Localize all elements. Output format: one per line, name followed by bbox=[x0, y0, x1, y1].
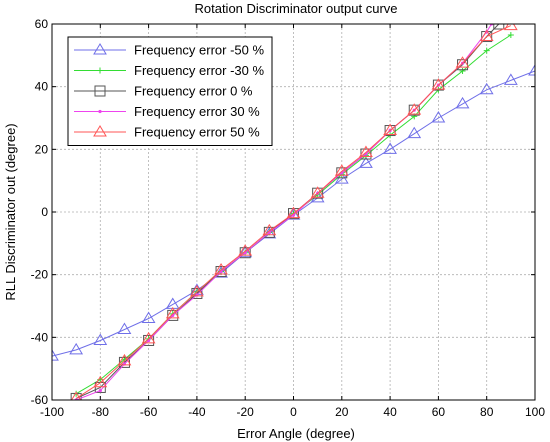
data-point bbox=[286, 208, 301, 220]
axes: -100 -80 -60 -40 -20 0 20 40 60 80 100 -60 -40 -20 0 20… bbox=[31, 17, 546, 419]
data-point bbox=[334, 164, 349, 176]
data-point bbox=[503, 73, 518, 85]
data-point bbox=[432, 79, 444, 91]
data-point bbox=[238, 245, 253, 258]
x-tick-label: 80 bbox=[480, 405, 494, 419]
series-4 bbox=[71, 24, 518, 400]
y-tick-label: 60 bbox=[35, 17, 49, 31]
data-point bbox=[359, 156, 373, 168]
data-point bbox=[407, 103, 422, 115]
series-line bbox=[75, 25, 512, 399]
data-point bbox=[431, 78, 446, 90]
legend: Frequency error -50 % Frequency error -30… bbox=[67, 36, 273, 146]
data-point bbox=[93, 333, 108, 345]
x-tick-label: 20 bbox=[335, 405, 349, 419]
legend-label: Frequency error -30 % bbox=[134, 63, 264, 78]
data-point bbox=[190, 284, 204, 297]
data-point bbox=[455, 96, 470, 109]
data-point bbox=[483, 47, 490, 54]
y-tick-label: 0 bbox=[41, 205, 48, 219]
y-axis-label: RLL Discriminator out (degree) bbox=[3, 123, 18, 300]
data-point bbox=[165, 306, 180, 319]
legend-marker bbox=[93, 125, 107, 137]
legend-item: Frequency error 0 % bbox=[74, 84, 253, 99]
data-point bbox=[238, 244, 253, 256]
chart-title: Rotation Discriminator output curve bbox=[194, 1, 397, 16]
legend-label: Frequency error 0 % bbox=[134, 84, 253, 99]
series-layer bbox=[52, 24, 535, 400]
legend-item: Frequency error -50 % bbox=[74, 43, 264, 58]
data-point bbox=[455, 56, 470, 68]
data-point bbox=[71, 391, 82, 400]
legend-item: Frequency error -30 % bbox=[74, 63, 264, 78]
legend-marker bbox=[94, 85, 106, 97]
y-tick-label: -20 bbox=[31, 268, 49, 282]
x-tick-label: -20 bbox=[237, 405, 255, 419]
x-tick-label: 40 bbox=[383, 405, 397, 419]
data-point bbox=[262, 223, 277, 236]
legend-label: Frequency error 30 % bbox=[134, 104, 260, 119]
data-point bbox=[310, 186, 325, 198]
data-point bbox=[431, 111, 446, 123]
data-point bbox=[459, 68, 466, 74]
data-point bbox=[93, 375, 108, 388]
data-point bbox=[408, 104, 420, 116]
data-point bbox=[493, 24, 505, 30]
x-tick-label: -100 bbox=[40, 405, 64, 419]
x-tick-label: 100 bbox=[525, 405, 545, 419]
x-tick-label: -60 bbox=[140, 405, 158, 419]
data-point bbox=[117, 322, 132, 334]
data-point bbox=[507, 31, 514, 38]
data-point bbox=[383, 142, 397, 154]
y-tick-label: 40 bbox=[35, 80, 49, 94]
x-tick-label: -80 bbox=[92, 405, 110, 419]
data-point bbox=[141, 311, 156, 324]
legend-item: Frequency error 30 % bbox=[74, 104, 260, 119]
data-point bbox=[503, 24, 518, 31]
legend-label: Frequency error 50 % bbox=[134, 125, 260, 140]
data-point bbox=[384, 125, 396, 137]
y-tick-label: 20 bbox=[35, 142, 49, 156]
data-point bbox=[288, 208, 299, 220]
data-point bbox=[479, 29, 494, 42]
y-tick-label: -40 bbox=[31, 330, 49, 344]
data-point bbox=[312, 187, 324, 199]
data-point bbox=[359, 145, 373, 157]
data-point bbox=[52, 349, 59, 361]
legend-marker bbox=[97, 67, 103, 74]
data-point bbox=[117, 353, 132, 366]
legend-item: Frequency error 50 % bbox=[74, 125, 260, 140]
legend-label: Frequency error -50 % bbox=[134, 43, 264, 58]
data-point bbox=[286, 206, 301, 219]
data-point bbox=[98, 389, 102, 393]
x-tick-label: 60 bbox=[432, 405, 446, 419]
x-axis-label: Error Angle (degree) bbox=[237, 426, 355, 441]
data-point bbox=[528, 64, 535, 76]
x-tick-label: -40 bbox=[188, 405, 206, 419]
y-tick-label: -60 bbox=[31, 393, 49, 407]
data-point bbox=[141, 331, 156, 344]
legend-marker bbox=[98, 109, 102, 114]
data-point bbox=[479, 82, 494, 95]
legend-marker bbox=[93, 43, 107, 55]
data-point bbox=[407, 126, 422, 139]
data-point bbox=[383, 123, 397, 136]
x-tick-label: 0 bbox=[290, 405, 297, 419]
data-point bbox=[69, 342, 84, 355]
data-point bbox=[214, 262, 228, 275]
